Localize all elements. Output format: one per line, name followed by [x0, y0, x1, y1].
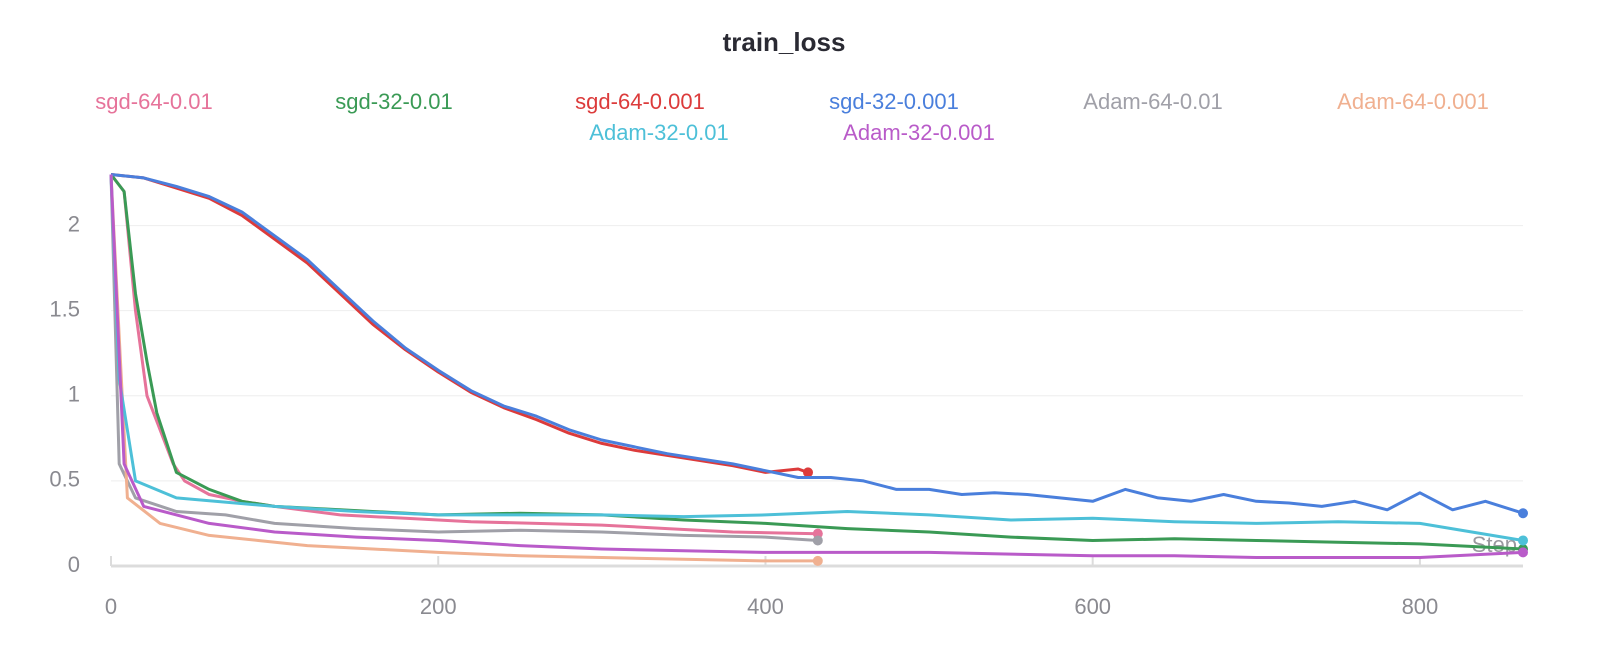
series-line	[109, 174, 1524, 542]
series-line	[109, 174, 818, 563]
series-line	[109, 174, 818, 542]
x-tick-label: 600	[1074, 594, 1111, 619]
y-tick-label: 2	[68, 211, 80, 236]
series-line	[109, 173, 818, 536]
end-point	[812, 555, 823, 566]
legend-entry: sgd-32-0.01	[335, 89, 452, 114]
x-tick-label: 400	[747, 594, 784, 619]
end-point	[1518, 547, 1528, 558]
x-tick-label: 0	[105, 594, 117, 619]
legend-entry: Adam-64-0.001	[1337, 89, 1489, 114]
series-line	[110, 173, 1524, 515]
end-point	[1518, 508, 1528, 519]
legend-entry: Adam-64-0.01	[1083, 89, 1222, 114]
end-point	[1518, 535, 1528, 546]
x-tick-label: 800	[1402, 594, 1439, 619]
legend-entry: sgd-64-0.01	[95, 89, 212, 114]
legend-entry: Adam-32-0.01	[589, 120, 728, 145]
y-tick-label: 0	[68, 552, 80, 577]
y-tick-label: 1.5	[49, 296, 80, 321]
chart-title: train_loss	[723, 27, 846, 57]
end-point	[812, 535, 823, 546]
series-line	[109, 174, 1524, 559]
legend-entry: sgd-64-0.001	[575, 89, 705, 114]
y-tick-label: 0.5	[49, 467, 80, 492]
legend-entry: sgd-32-0.001	[829, 89, 959, 114]
legend-entry: Adam-32-0.001	[843, 120, 995, 145]
series-line	[109, 173, 1524, 551]
y-tick-label: 1	[68, 382, 80, 407]
end-point	[803, 467, 814, 478]
series-line	[110, 173, 809, 474]
x-tick-label: 200	[420, 594, 457, 619]
